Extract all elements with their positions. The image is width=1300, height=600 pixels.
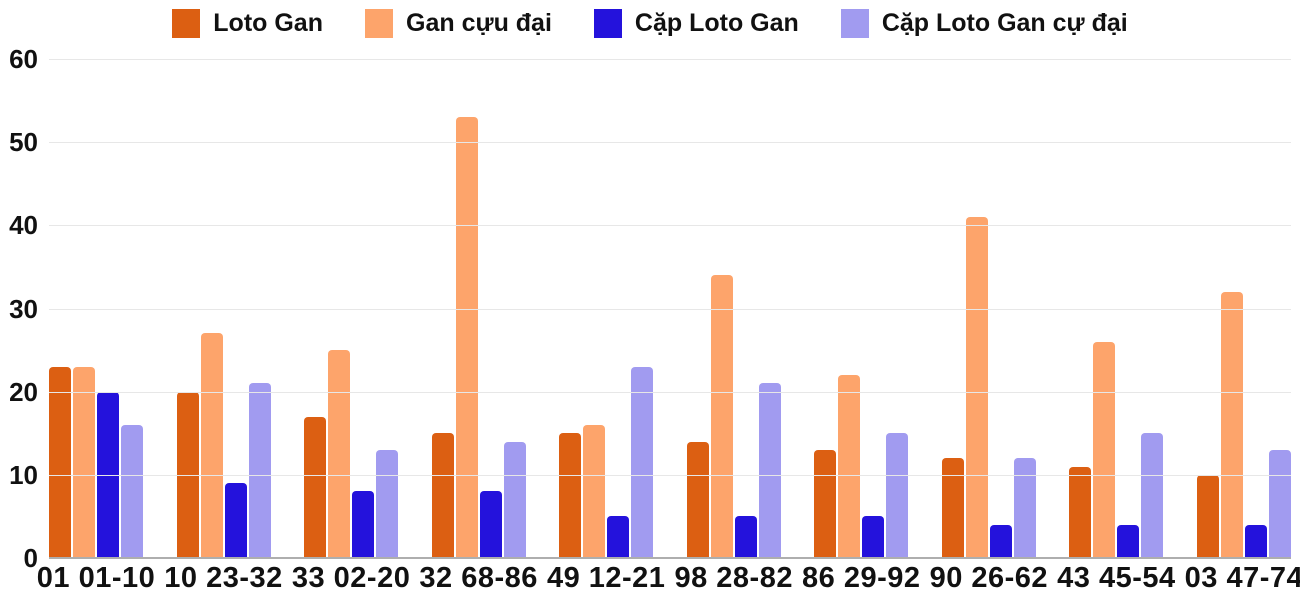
bar-cap-loto-gan-49-12-21[interactable] bbox=[607, 516, 630, 558]
legend-item-gan-cuu-ai[interactable]: Gan cựu đại bbox=[365, 9, 552, 38]
bar-cap-loto-gan-86-29-92[interactable] bbox=[862, 516, 885, 558]
bar-cap-loto-gan-cu-ai-98-28-82[interactable] bbox=[758, 383, 781, 558]
bar-loto-gan-33-02-20[interactable] bbox=[304, 416, 327, 558]
legend-item-cap-loto-gan[interactable]: Cặp Loto Gan bbox=[593, 9, 799, 38]
gridline-y-10 bbox=[49, 474, 1291, 476]
bar-group-03-47-74: 03 47-74 bbox=[1185, 59, 1300, 593]
bar-group-90-26-62: 90 26-62 bbox=[930, 59, 1048, 593]
x-axis-category-label: 90 26-62 bbox=[929, 562, 1049, 594]
legend-swatch-cap-loto-gan bbox=[593, 9, 622, 38]
bar-cap-loto-gan-cu-ai-49-12-21[interactable] bbox=[631, 366, 654, 558]
legend-label: Cặp Loto Gan bbox=[634, 9, 799, 37]
legend-swatch-cap-loto-gan-cu-ai bbox=[840, 9, 869, 38]
x-axis-category-label: 01 01-10 bbox=[36, 562, 156, 594]
bar-gan-cuu-ai-43-45-54[interactable] bbox=[1093, 341, 1116, 558]
bar-cap-loto-gan-cu-ai-90-26-62[interactable] bbox=[1013, 458, 1036, 558]
bar-cap-loto-gan-cu-ai-32-68-86[interactable] bbox=[503, 441, 526, 558]
bar-loto-gan-01-01-10[interactable] bbox=[49, 366, 71, 558]
y-axis-tick-label-40: 40 bbox=[9, 210, 38, 241]
bar-cap-loto-gan-cu-ai-86-29-92[interactable] bbox=[886, 433, 909, 558]
bar-cap-loto-gan-cu-ai-10-23-32[interactable] bbox=[248, 383, 271, 558]
bar-cap-loto-gan-98-28-82[interactable] bbox=[734, 516, 757, 558]
bar-gan-cuu-ai-98-28-82[interactable] bbox=[710, 275, 733, 558]
legend-item-loto-gan[interactable]: Loto Gan bbox=[172, 9, 323, 38]
bar-group-33-02-20: 33 02-20 bbox=[292, 59, 410, 593]
chart-legend: Loto Gan Gan cựu đại Cặp Loto Gan Cặp Loto … bbox=[0, 9, 1300, 38]
bar-group-98-28-82: 98 28-82 bbox=[674, 59, 792, 593]
bar-gan-cuu-ai-49-12-21[interactable] bbox=[583, 424, 606, 558]
bar-cap-loto-gan-cu-ai-33-02-20[interactable] bbox=[376, 449, 399, 558]
bar-loto-gan-32-68-86[interactable] bbox=[431, 433, 454, 558]
legend-label: Cặp Loto Gan cự đại bbox=[881, 9, 1128, 37]
bar-loto-gan-49-12-21[interactable] bbox=[559, 433, 582, 558]
bar-loto-gan-98-28-82[interactable] bbox=[686, 441, 709, 558]
bar-group-43-45-54: 43 45-54 bbox=[1057, 59, 1175, 593]
y-axis-tick-label-10: 10 bbox=[9, 459, 38, 490]
x-axis-category-label: 32 68-86 bbox=[419, 562, 538, 594]
bar-gan-cuu-ai-01-01-10[interactable] bbox=[73, 366, 95, 558]
bar-loto-gan-43-45-54[interactable] bbox=[1069, 466, 1092, 558]
x-axis-category-label: 10 23-32 bbox=[164, 562, 283, 594]
bar-loto-gan-86-29-92[interactable] bbox=[814, 449, 837, 558]
bar-cap-loto-gan-cu-ai-01-01-10[interactable] bbox=[121, 424, 143, 558]
gridline-y-50 bbox=[49, 142, 1291, 144]
bar-cap-loto-gan-32-68-86[interactable] bbox=[479, 491, 502, 558]
bar-gan-cuu-ai-90-26-62[interactable] bbox=[965, 217, 988, 558]
x-axis-line bbox=[49, 557, 1291, 559]
gridline-y-60 bbox=[49, 59, 1291, 60]
bar-gan-cuu-ai-33-02-20[interactable] bbox=[328, 350, 351, 558]
bar-group-01-01-10: 01 01-10 bbox=[37, 59, 155, 593]
bar-gan-cuu-ai-86-29-92[interactable] bbox=[838, 375, 861, 558]
bar-gan-cuu-ai-03-47-74[interactable] bbox=[1220, 291, 1243, 558]
gridline-y-20 bbox=[49, 391, 1291, 393]
bar-loto-gan-03-47-74[interactable] bbox=[1196, 474, 1219, 558]
x-axis-category-label: 98 28-82 bbox=[674, 562, 793, 594]
bar-loto-gan-90-26-62[interactable] bbox=[941, 458, 964, 558]
y-axis-tick-label-30: 30 bbox=[9, 293, 38, 324]
x-axis-category-label: 03 47-74 bbox=[1184, 562, 1300, 594]
bar-cap-loto-gan-43-45-54[interactable] bbox=[1117, 524, 1140, 558]
gridline-y-30 bbox=[49, 308, 1291, 310]
y-axis-tick-label-60: 60 bbox=[9, 44, 38, 74]
bar-cap-loto-gan-cu-ai-03-47-74[interactable] bbox=[1268, 449, 1291, 558]
y-axis-tick-label-50: 50 bbox=[9, 127, 38, 158]
bar-cap-loto-gan-cu-ai-43-45-54[interactable] bbox=[1141, 433, 1164, 558]
gridline-y-40 bbox=[49, 225, 1291, 227]
x-axis-category-label: 43 45-54 bbox=[1057, 562, 1176, 594]
bar-group-32-68-86: 32 68-86 bbox=[419, 59, 537, 593]
x-axis-category-label: 86 29-92 bbox=[802, 562, 921, 594]
bar-gan-cuu-ai-32-68-86[interactable] bbox=[455, 117, 478, 558]
plot-area: 01 01-10 10 23-32 33 02-20 32 68-86 49 12-21… bbox=[37, 59, 1300, 593]
y-axis-tick-label-0: 0 bbox=[23, 543, 38, 573]
bar-cap-loto-gan-33-02-20[interactable] bbox=[352, 491, 375, 558]
bar-groups: 01 01-10 10 23-32 33 02-20 32 68-86 49 12-21… bbox=[37, 59, 1300, 593]
x-axis-category-label: 49 12-21 bbox=[546, 562, 666, 594]
legend-label: Gan cựu đại bbox=[406, 9, 552, 37]
bar-group-86-29-92: 86 29-92 bbox=[802, 59, 920, 593]
legend-swatch-loto-gan bbox=[172, 9, 201, 38]
y-axis-tick-label-20: 20 bbox=[9, 376, 38, 407]
bar-group-49-12-21: 49 12-21 bbox=[547, 59, 665, 593]
x-axis-category-label: 33 02-20 bbox=[291, 562, 411, 594]
bar-gan-cuu-ai-10-23-32[interactable] bbox=[200, 333, 223, 558]
bar-cap-loto-gan-03-47-74[interactable] bbox=[1244, 524, 1267, 558]
bar-cap-loto-gan-90-26-62[interactable] bbox=[989, 524, 1012, 558]
bar-cap-loto-gan-10-23-32[interactable] bbox=[224, 483, 247, 558]
legend-item-cap-loto-gan-cu-ai[interactable]: Cặp Loto Gan cự đại bbox=[840, 9, 1128, 38]
legend-swatch-gan-cuu-ai bbox=[365, 9, 393, 38]
legend-label: Loto Gan bbox=[213, 9, 323, 37]
